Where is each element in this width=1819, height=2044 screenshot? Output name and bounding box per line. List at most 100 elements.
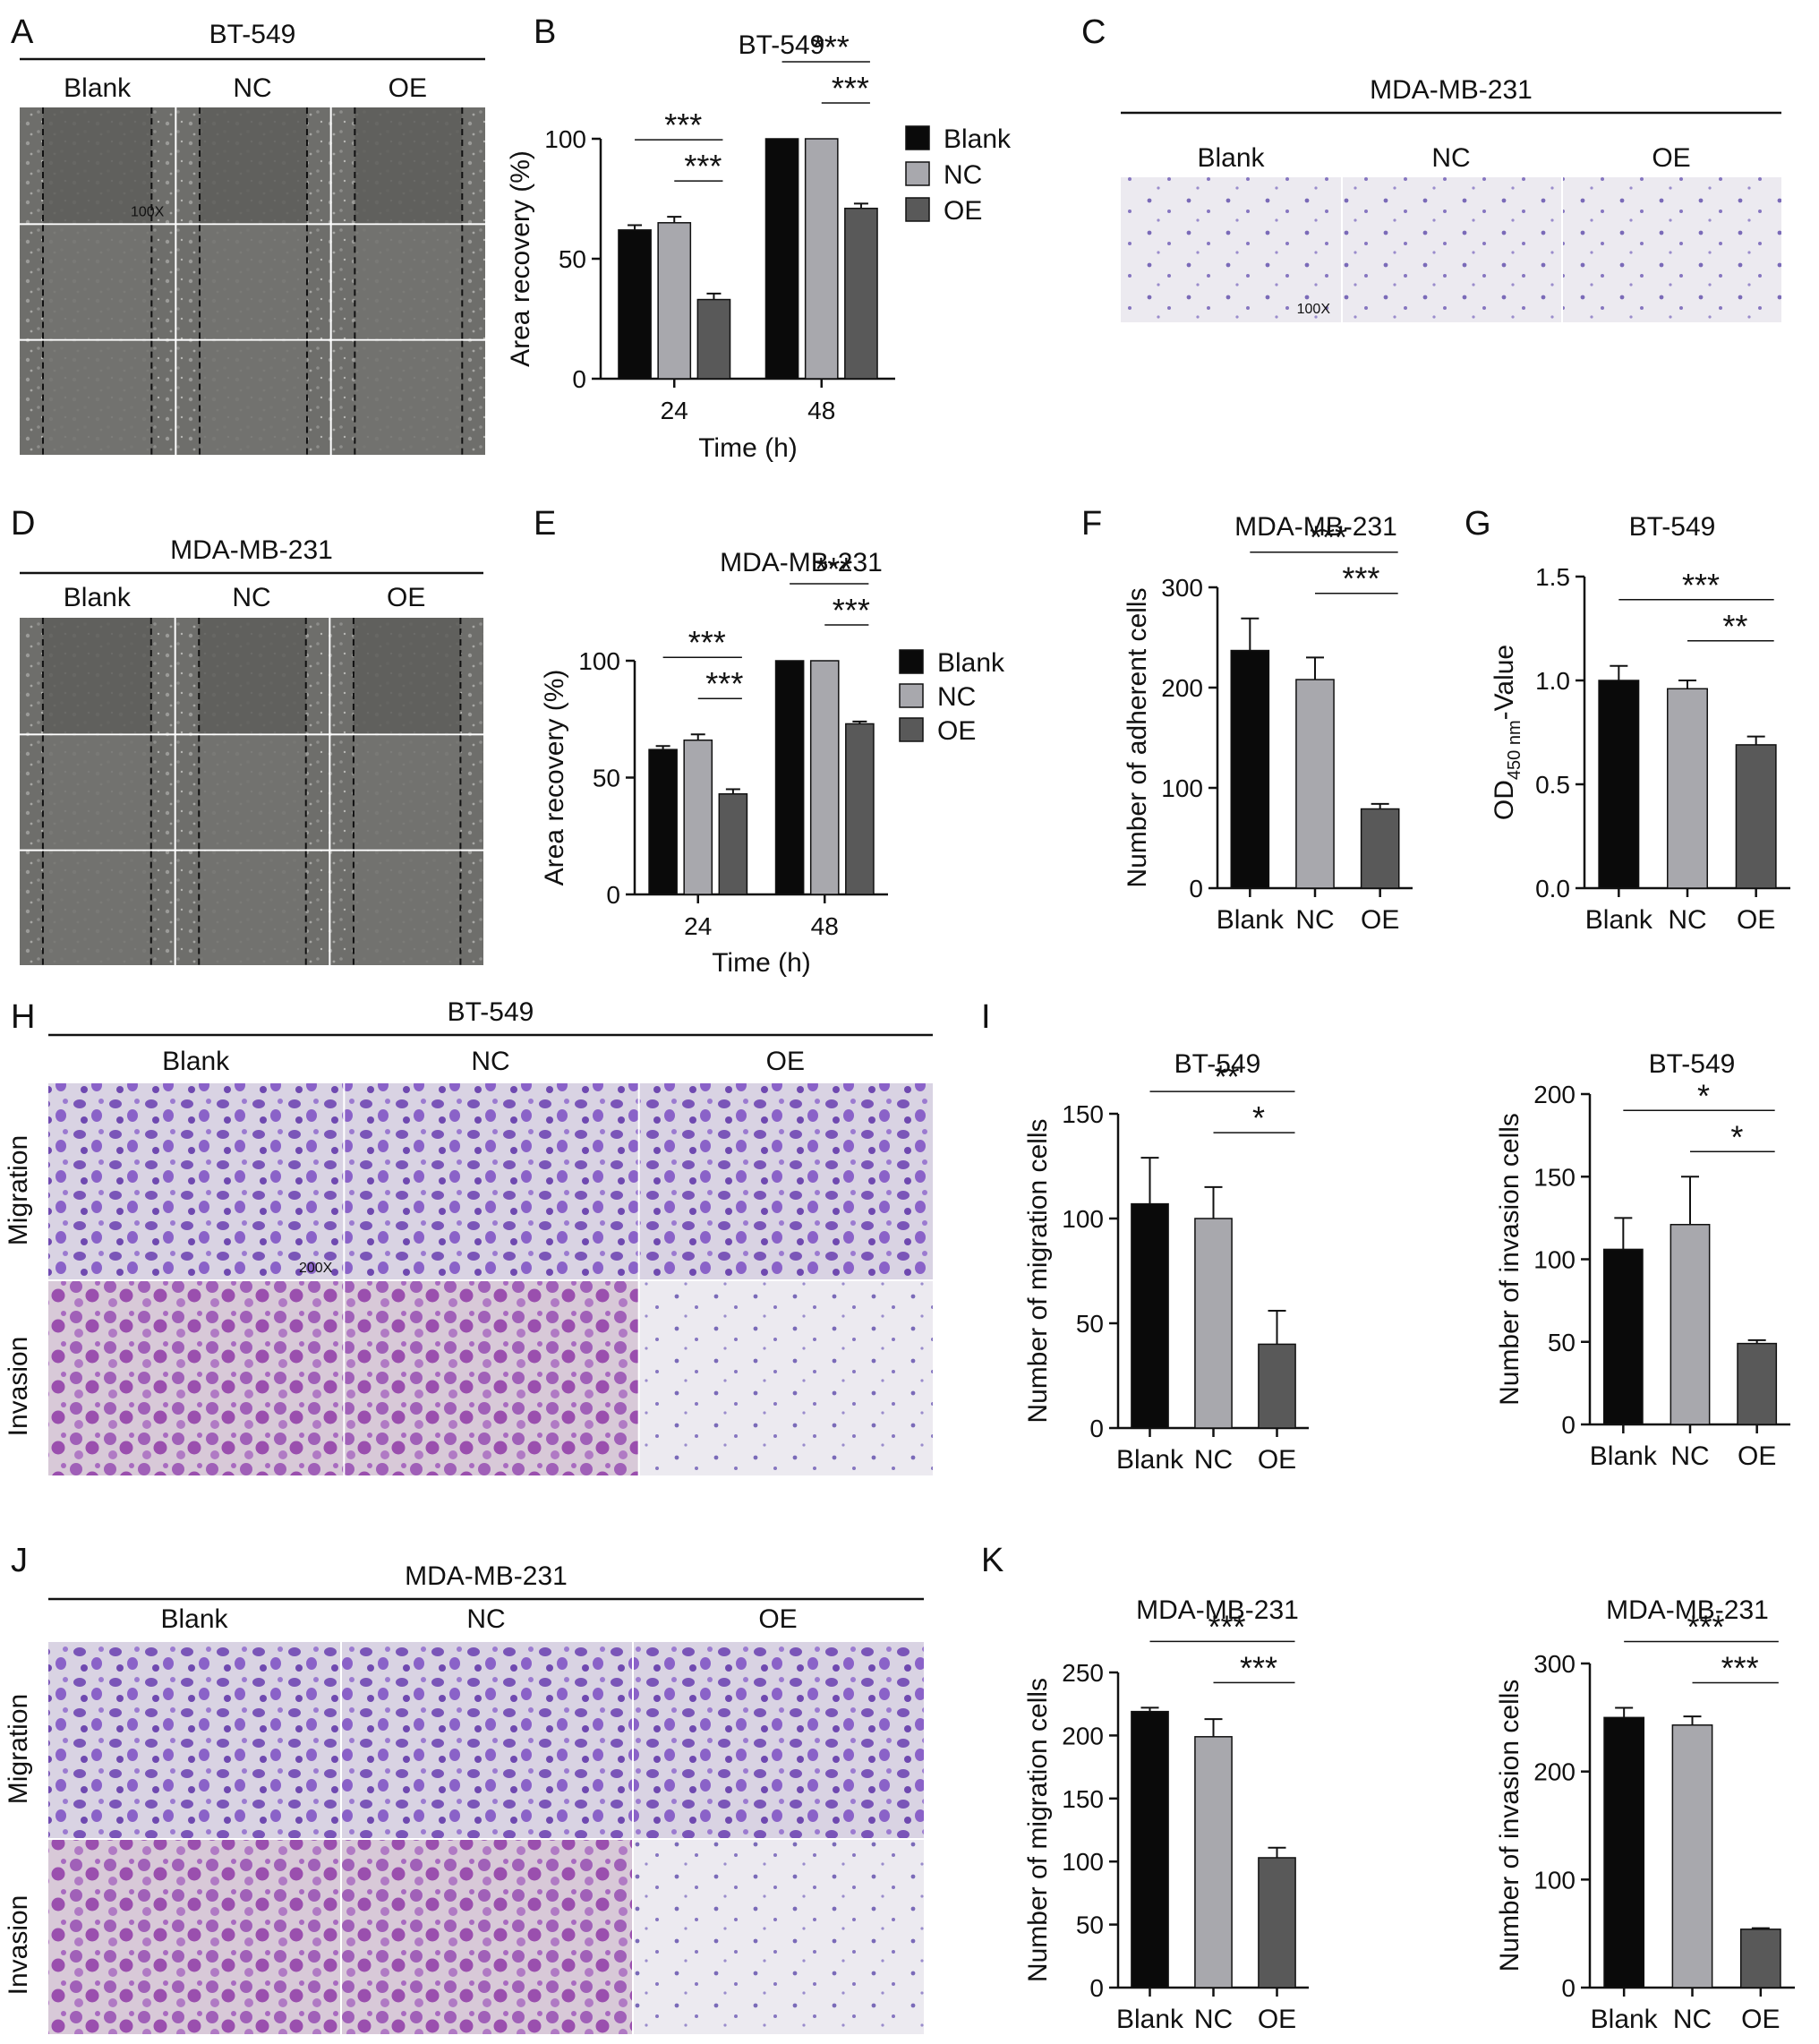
x-tick-label: Blank	[1217, 905, 1285, 935]
x-tick-label: OE	[1361, 905, 1399, 935]
panel-letter-a: A	[11, 13, 34, 51]
panel-h-row-label-invasion: Invasion	[4, 1337, 33, 1437]
chart-e-2: MDA-MB-231 0 50 100 Area recovery (%) 24 48Tim…	[540, 548, 1005, 978]
micrograph-j-r1-c3	[634, 1642, 924, 1838]
y-tick-label: 50	[1076, 1310, 1104, 1338]
significance-label: ***	[815, 551, 852, 587]
bar-nc	[1295, 679, 1335, 889]
scratch-gap-d-r3-c3	[353, 851, 461, 965]
bar-nc-24	[683, 739, 713, 895]
bar-oe	[1739, 1929, 1781, 1988]
y-tick-label: 1.5	[1535, 563, 1570, 591]
y-axis-label: Number of migration cells	[1023, 1118, 1053, 1423]
bar-blank	[1603, 1716, 1645, 1988]
significance-label: ***	[1342, 560, 1379, 597]
significance-label: *	[1252, 1099, 1265, 1136]
significance-label: *	[1697, 1077, 1710, 1114]
significance-label: ***	[1682, 567, 1720, 603]
bar-oe	[1737, 1342, 1778, 1425]
bar-oe	[1360, 808, 1400, 889]
panel-c-col-label-blank: Blank	[1197, 143, 1265, 173]
significance-label: ***	[1687, 1608, 1724, 1645]
panel-c-magnification: 100X	[1297, 302, 1331, 317]
scratch-gap-a-r3-c2	[200, 340, 307, 455]
micrograph-h-r2-c1	[48, 1281, 344, 1475]
significance-label: ***	[812, 29, 850, 65]
bar-blank-24	[618, 229, 652, 380]
image-panel-h: BT-549 Blank NC OE Migration Invasion 200X	[4, 997, 933, 1475]
chart-title: MDA-MB-231	[1606, 1595, 1769, 1625]
bar-nc-48	[804, 138, 839, 380]
bar-blank	[1598, 680, 1640, 889]
panel-j-row-label-invasion: Invasion	[4, 1895, 33, 1996]
scratch-gap-a-r3-c1	[43, 340, 152, 455]
chart-i-5: BT-549 0 50 100 150 Number of migration cells…	[1023, 1049, 1309, 1475]
y-axis-label-sub: 450 nm	[1505, 720, 1524, 780]
panel-c-col-label-nc: NC	[1431, 143, 1470, 173]
x-tick-label: 48	[811, 912, 839, 940]
bar-nc	[1670, 1224, 1711, 1425]
panel-j-col-label-blank: Blank	[160, 1604, 228, 1634]
x-tick-label: Blank	[1591, 2005, 1659, 2034]
y-axis-label: Number of migration cells	[1023, 1678, 1053, 1982]
x-tick-label: OE	[1258, 2005, 1296, 2034]
legend-label-nc: NC	[944, 160, 982, 190]
y-tick-label: 50	[1076, 1911, 1104, 1939]
x-tick-label: OE	[1738, 1441, 1776, 1471]
bar-nc-24	[657, 222, 692, 380]
x-axis-label: Time (h)	[712, 948, 811, 978]
scratch-gap-a-r1-c1	[43, 107, 152, 224]
scratch-gap-a-r2-c3	[354, 225, 463, 339]
significance-label: **	[1722, 608, 1747, 645]
x-tick-label: NC	[1673, 2005, 1712, 2034]
y-tick-label: 150	[1062, 1785, 1104, 1813]
y-tick-label: 0.0	[1535, 875, 1570, 902]
bar-nc	[1671, 1724, 1713, 1988]
panel-c-col-label-oe: OE	[1652, 143, 1690, 173]
chart-title: MDA-MB-231	[720, 548, 883, 577]
y-tick-label: 0	[1561, 1411, 1576, 1439]
y-tick-label: 300	[1533, 1650, 1576, 1678]
significance-label: ***	[833, 592, 870, 629]
bar-blank-24	[648, 748, 678, 895]
y-axis-label-main: OD	[1490, 780, 1519, 820]
image-panel-d: MDA-MB-231 Blank NC OE	[20, 535, 483, 965]
y-tick-label: 100	[578, 647, 620, 675]
panel-j-col-label-oe: OE	[758, 1604, 797, 1634]
panel-letter-h: H	[11, 998, 35, 1036]
panel-a-col-label-blank: Blank	[64, 73, 132, 103]
image-panel-a: BT-549 Blank NC OE 100X	[20, 20, 485, 455]
significance-label: **	[1214, 1058, 1239, 1095]
chart-title: BT-549	[1174, 1049, 1261, 1079]
bar-oe	[1258, 1343, 1296, 1429]
chart-g-4: BT-549 0.0 0.5 1.0 1.5 OD450 nm-Value Blank NC O…	[1490, 512, 1790, 935]
micrograph-j-r2-c1	[48, 1840, 340, 2034]
panel-h-col-label-oe: OE	[766, 1047, 805, 1076]
y-tick-label: 200	[1161, 674, 1203, 702]
panel-letter-j: J	[11, 1542, 28, 1579]
bar-nc-48	[809, 660, 840, 895]
micrograph-h-r2-c3	[639, 1281, 933, 1475]
significance-label: ***	[1208, 1608, 1245, 1645]
bar-nc	[1194, 1218, 1233, 1429]
y-tick-label: 0.5	[1535, 771, 1570, 799]
chart-b-1: BT-549 0 50 100 Area recovery (%) 24 48 Time (h…	[506, 29, 1012, 463]
bar-blank	[1230, 649, 1270, 889]
micrograph-c-r1-c3	[1563, 177, 1781, 322]
y-tick-label: 50	[1548, 1329, 1576, 1356]
panel-letter-b: B	[534, 13, 556, 51]
bar-blank	[1602, 1248, 1644, 1425]
significance-label: *	[1730, 1118, 1743, 1155]
panel-h-col-label-nc: NC	[471, 1047, 509, 1076]
significance-label: ***	[684, 148, 722, 184]
y-axis-label: Number of adherent cells	[1123, 587, 1152, 887]
y-tick-label: 150	[1062, 1100, 1104, 1128]
legend-swatch-oe	[905, 197, 930, 222]
micrograph-j-r2-c3	[634, 1840, 924, 2034]
legend-label-blank: Blank	[944, 124, 1012, 154]
panel-letter-d: D	[11, 505, 35, 543]
x-axis-label: Time (h)	[698, 433, 798, 463]
scratch-gap-a-r2-c1	[43, 225, 152, 339]
image-panel-j: MDA-MB-231 Blank NC OE Migration Invasion	[4, 1561, 924, 2034]
x-tick-label: NC	[1668, 905, 1706, 935]
